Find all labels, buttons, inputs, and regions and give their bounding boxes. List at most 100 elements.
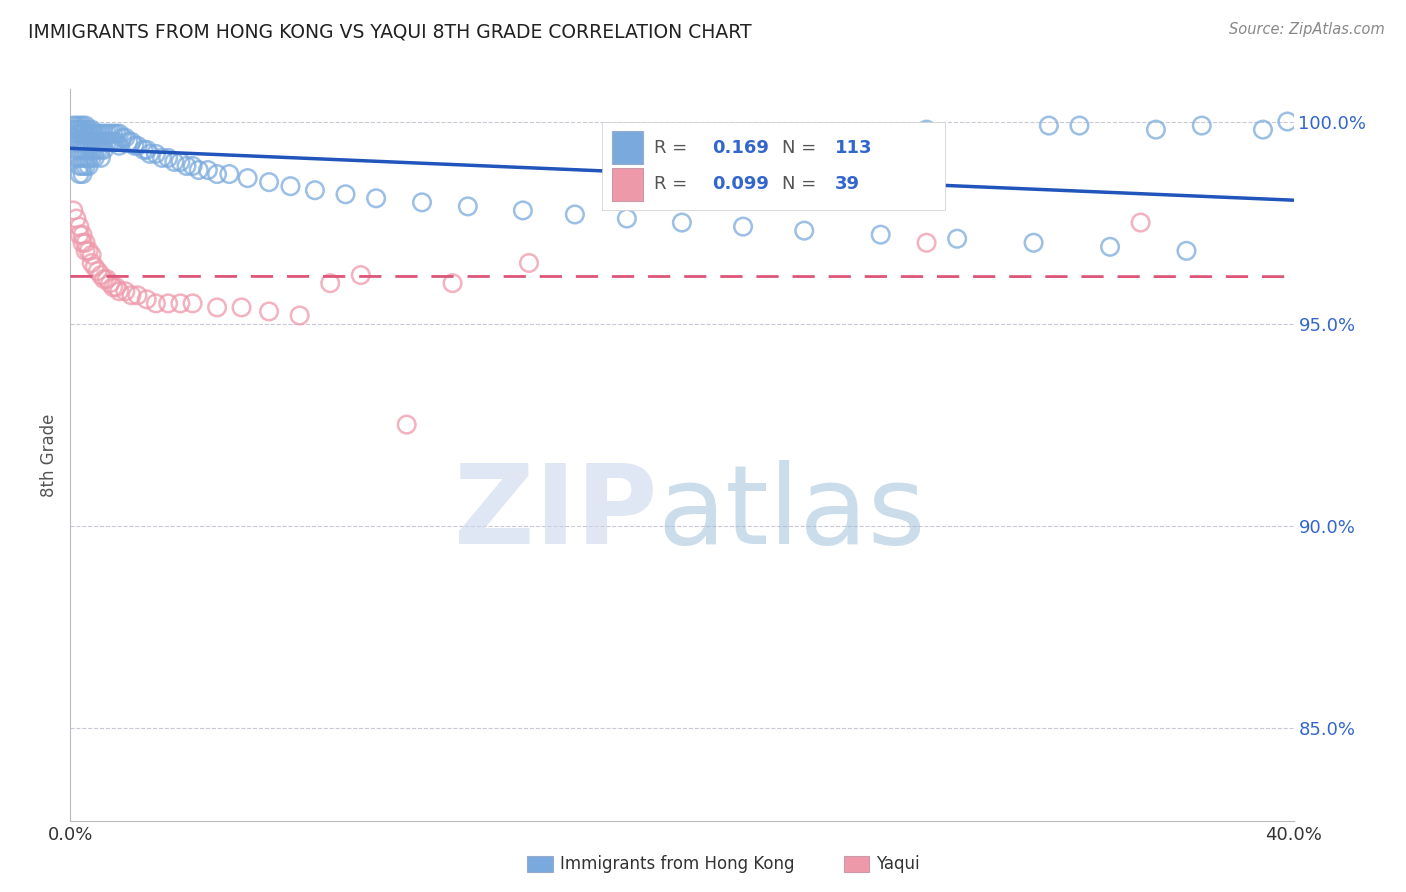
Point	[69, 227, 91, 242]
Point	[176, 159, 198, 173]
Point	[139, 146, 162, 161]
Point	[350, 268, 373, 282]
Point	[93, 143, 115, 157]
Point	[72, 122, 94, 136]
Point	[72, 227, 94, 242]
Point	[111, 130, 134, 145]
Point	[90, 151, 112, 165]
Point	[65, 127, 87, 141]
Point	[181, 296, 204, 310]
Point	[395, 417, 418, 432]
Point	[733, 219, 755, 234]
Point	[108, 127, 131, 141]
Point	[1022, 235, 1045, 250]
Text: Immigrants from Hong Kong: Immigrants from Hong Kong	[560, 855, 794, 873]
Point	[101, 127, 124, 141]
Point	[187, 163, 209, 178]
Point	[335, 187, 357, 202]
Point	[69, 119, 91, 133]
Text: Source: ZipAtlas.com: Source: ZipAtlas.com	[1229, 22, 1385, 37]
Point	[411, 195, 433, 210]
Point	[105, 127, 128, 141]
Point	[98, 276, 121, 290]
Point	[69, 122, 91, 136]
Point	[77, 122, 100, 136]
Point	[80, 122, 103, 136]
Point	[69, 159, 91, 173]
Text: IMMIGRANTS FROM HONG KONG VS YAQUI 8TH GRADE CORRELATION CHART: IMMIGRANTS FROM HONG KONG VS YAQUI 8TH G…	[28, 22, 752, 41]
Point	[65, 151, 87, 165]
Point	[83, 127, 105, 141]
Point	[96, 272, 118, 286]
Point	[145, 146, 167, 161]
Point	[793, 224, 815, 238]
Text: 113: 113	[835, 139, 872, 157]
Point	[1251, 122, 1274, 136]
Point	[157, 296, 180, 310]
Point	[90, 143, 112, 157]
Point	[90, 135, 112, 149]
Point	[69, 127, 91, 141]
Point	[62, 203, 84, 218]
Point	[80, 256, 103, 270]
Point	[105, 280, 128, 294]
Point	[72, 127, 94, 141]
Point	[915, 122, 938, 136]
Point	[117, 135, 139, 149]
Point	[72, 143, 94, 157]
Point	[62, 119, 84, 133]
Point	[75, 119, 97, 133]
Point	[62, 122, 84, 136]
Point	[135, 143, 157, 157]
Point	[87, 135, 110, 149]
Text: 39: 39	[835, 176, 860, 194]
Bar	[612, 168, 643, 201]
Point	[75, 159, 97, 173]
Point	[457, 199, 479, 213]
Point	[80, 127, 103, 141]
Point	[77, 244, 100, 258]
Point	[132, 143, 155, 157]
Point	[671, 216, 693, 230]
Point	[915, 235, 938, 250]
Point	[72, 135, 94, 149]
Point	[121, 135, 143, 149]
Point	[80, 143, 103, 157]
Point	[114, 130, 136, 145]
Point	[98, 127, 121, 141]
Point	[75, 235, 97, 250]
Point	[205, 301, 228, 315]
Point	[101, 135, 124, 149]
Point	[288, 309, 311, 323]
Point	[87, 264, 110, 278]
Point	[80, 151, 103, 165]
Point	[93, 127, 115, 141]
Point	[169, 155, 191, 169]
Point	[65, 143, 87, 157]
Point	[127, 138, 149, 153]
Point	[90, 268, 112, 282]
Text: 0.169: 0.169	[713, 139, 769, 157]
Point	[98, 135, 121, 149]
Point	[80, 248, 103, 262]
Point	[69, 151, 91, 165]
Point	[69, 135, 91, 149]
Point	[169, 296, 191, 310]
Point	[135, 293, 157, 307]
Point	[127, 288, 149, 302]
Text: N =: N =	[782, 176, 823, 194]
Point	[304, 183, 326, 197]
Point	[441, 276, 464, 290]
Point	[114, 285, 136, 299]
Point	[83, 135, 105, 149]
Point	[1099, 240, 1122, 254]
Point	[1129, 216, 1152, 230]
Text: ZIP: ZIP	[454, 460, 658, 567]
Point	[72, 159, 94, 173]
Point	[257, 175, 280, 189]
Point	[75, 135, 97, 149]
Point	[72, 235, 94, 250]
Point	[946, 232, 969, 246]
Point	[77, 143, 100, 157]
Point	[69, 219, 91, 234]
